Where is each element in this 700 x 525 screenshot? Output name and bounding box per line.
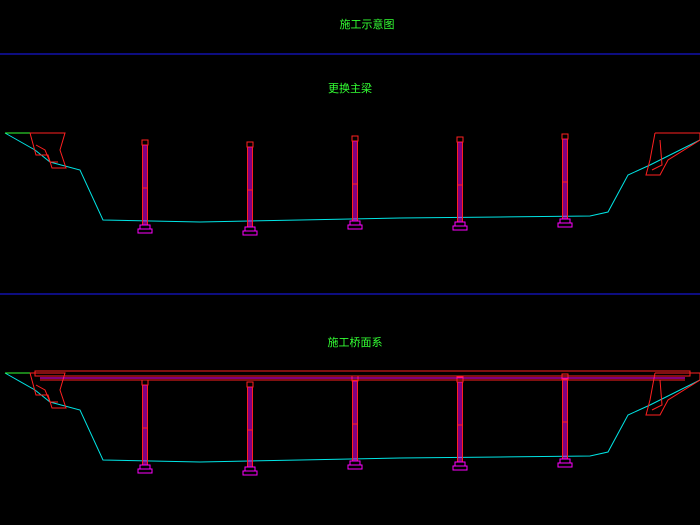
drawing-title: 施工示意图 xyxy=(340,17,395,31)
section-label: 施工桥面系 xyxy=(328,336,383,349)
deck xyxy=(34,370,691,381)
section: 施工桥面系 xyxy=(5,336,700,475)
section: 更换主梁 xyxy=(5,81,700,235)
bridge-profile xyxy=(5,373,700,475)
section-label: 更换主梁 xyxy=(328,81,372,95)
bridge-profile xyxy=(5,133,700,235)
